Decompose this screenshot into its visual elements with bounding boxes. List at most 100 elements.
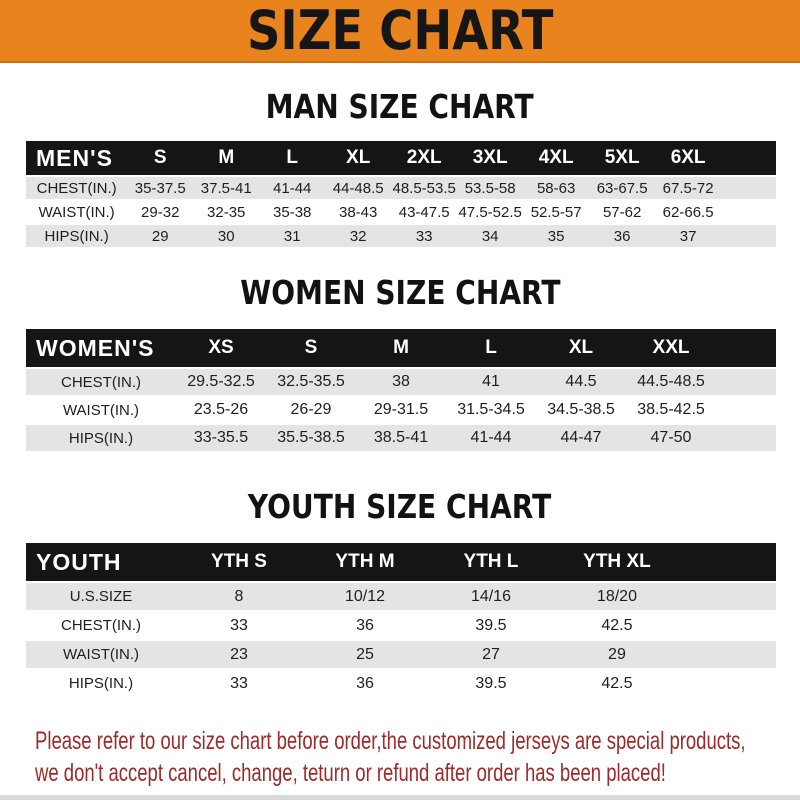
column-header: L xyxy=(446,329,536,367)
cell-value: 33-35.5 xyxy=(193,429,249,446)
table-row: CHEST(IN.) 35-37.5 37.5-41 41-44 44-48.5 48.5… xyxy=(26,177,776,199)
row-filler-cell xyxy=(680,641,776,668)
cell-value: 23 xyxy=(230,645,248,663)
cell-value: 42.5 xyxy=(601,674,633,692)
footer-disclaimer: Please refer to our size chart before or… xyxy=(35,725,800,789)
size-table: WOMEN'S XS S M L XL XXL CHEST(IN.) 29.5-32.5 32.5… xyxy=(26,327,776,453)
cell-value: 35.5-38.5 xyxy=(277,429,345,446)
footer-line-1: Please refer to our size chart before or… xyxy=(35,727,746,755)
column-header: XS xyxy=(176,329,266,367)
size-chart-page: MAN SIZE CHART MEN'S S M L XL 2XL 3XL 4XL 5XL 6XL… xyxy=(0,87,800,789)
cell-value: 36 xyxy=(356,616,374,634)
row-label: WAIST(IN.) xyxy=(62,401,140,419)
table-row: HIPS(IN.) 29 30 31 32 33 34 35 36 37 xyxy=(26,225,776,247)
column-header: 2XL xyxy=(391,141,458,175)
cell-value: 35-37.5 xyxy=(134,179,186,197)
cell-value: 44.5 xyxy=(565,373,597,390)
cell-value: 10/12 xyxy=(344,587,385,605)
cell-value: 29.5-32.5 xyxy=(187,373,255,390)
size-chart-banner: SIZE CHART xyxy=(0,0,800,63)
cell-value: 29-31.5 xyxy=(373,401,429,418)
cell-value: 38 xyxy=(392,373,410,390)
cell-value: 44-48.5 xyxy=(332,179,384,197)
cell-value: 35 xyxy=(547,227,565,245)
cell-value: 58-63 xyxy=(536,179,576,197)
cell-value: 38.5-41 xyxy=(373,429,429,446)
cell-value: 47.5-52.5 xyxy=(458,203,522,221)
cell-value: 18/20 xyxy=(596,587,637,605)
cell-value: 8 xyxy=(234,587,244,605)
table-header-row: MEN'S S M L XL 2XL 3XL 4XL 5XL 6XL xyxy=(26,141,776,175)
table-row: WAIST(IN.) 29-32 32-35 35-38 38-43 43-47.5 47.… xyxy=(26,201,776,223)
cell-value: 30 xyxy=(217,227,235,245)
row-label: CHEST(IN.) xyxy=(61,373,141,391)
header-filler-cell xyxy=(721,141,776,175)
row-filler-cell xyxy=(680,583,776,610)
table-header-label: WOMEN'S xyxy=(26,329,176,367)
cell-value: 31.5-34.5 xyxy=(457,401,525,418)
cell-value: 67.5-72 xyxy=(662,179,714,197)
cell-value: 32 xyxy=(349,227,367,245)
row-label: WAIST(IN.) xyxy=(62,646,140,663)
table-row: CHEST(IN.) 29.5-32.5 32.5-35.5 38 41 44.5 44.5… xyxy=(26,369,776,395)
cell-value: 39.5 xyxy=(475,616,507,634)
header-filler-cell xyxy=(679,543,776,581)
cell-value: 25 xyxy=(356,645,374,663)
cell-value: 29 xyxy=(151,227,169,245)
column-header: S xyxy=(266,329,356,367)
cell-value: 48.5-53.5 xyxy=(392,179,456,197)
section-women: WOMEN SIZE CHART WOMEN'S XS S M L XL XXL CHEST(… xyxy=(0,273,800,453)
cell-value: 33 xyxy=(230,616,248,634)
table-header-row: WOMEN'S XS S M L XL XXL xyxy=(26,329,776,367)
row-filler-cell xyxy=(721,225,776,247)
column-header: 4XL xyxy=(523,141,590,175)
column-header: M xyxy=(193,141,260,175)
cell-value: 42.5 xyxy=(601,616,633,634)
cell-value: 36 xyxy=(613,227,631,245)
section-youth: YOUTH SIZE CHART YOUTH YTH S YTH M YTH L YTH… xyxy=(0,487,800,699)
cell-value: 47-50 xyxy=(650,429,692,446)
row-label: HIPS(IN.) xyxy=(44,227,109,245)
bottom-edge-strip xyxy=(0,795,800,800)
footer-line-2: we don't accept cancel, change, teturn o… xyxy=(35,759,666,787)
column-header: YTH S xyxy=(176,543,302,581)
cell-value: 62-66.5 xyxy=(662,203,714,221)
table-row: WAIST(IN.) 23.5-26 26-29 29-31.5 31.5-34.5 34… xyxy=(26,397,776,423)
women-section-heading-row: WOMEN SIZE CHART xyxy=(0,273,800,313)
women-size-table-host: WOMEN'S XS S M L XL XXL CHEST(IN.) 29.5-32.5 32.5… xyxy=(0,327,800,453)
table-header-row: YOUTH YTH S YTH M YTH L YTH XL xyxy=(26,543,776,581)
cell-value: 63-67.5 xyxy=(596,179,648,197)
table-row: U.S.SIZE 8 10/12 14/16 18/20 xyxy=(26,583,776,610)
cell-value: 34 xyxy=(481,227,499,245)
cell-value: 44-47 xyxy=(560,429,602,446)
table-row: WAIST(IN.) 23 25 27 29 xyxy=(26,641,776,668)
cell-value: 29 xyxy=(608,645,626,663)
cell-value: 38-43 xyxy=(339,203,378,221)
column-header: YTH XL xyxy=(553,543,680,581)
cell-value: 33 xyxy=(230,674,248,692)
cell-value: 41 xyxy=(482,373,500,390)
cell-value: 14/16 xyxy=(470,587,511,605)
men-size-table-host: MEN'S S M L XL 2XL 3XL 4XL 5XL 6XL CHEST(IN.) 35-37… xyxy=(0,139,800,249)
column-header: 6XL xyxy=(655,141,722,175)
cell-value: 37 xyxy=(679,227,697,245)
column-header: YTH M xyxy=(301,543,428,581)
youth-size-table-host: YOUTH YTH S YTH M YTH L YTH XL U.S.SIZE 8 10/12… xyxy=(0,541,800,699)
section-heading: WOMEN SIZE CHART xyxy=(239,273,561,312)
cell-value: 43-47.5 xyxy=(398,203,450,221)
cell-value: 44.5-48.5 xyxy=(637,373,705,390)
youth-section-heading-row: YOUTH SIZE CHART xyxy=(0,487,800,527)
cell-value: 29-32 xyxy=(141,203,180,221)
row-filler-cell xyxy=(716,369,776,395)
cell-value: 38.5-42.5 xyxy=(637,401,705,418)
row-label: HIPS(IN.) xyxy=(68,675,134,692)
cell-value: 26-29 xyxy=(290,401,332,418)
cell-value: 32-35 xyxy=(207,203,246,221)
column-header: XL xyxy=(536,329,626,367)
cell-value: 41-44 xyxy=(273,179,312,197)
cell-value: 35-38 xyxy=(273,203,312,221)
men-section-heading-row: MAN SIZE CHART xyxy=(0,87,800,127)
table-row: HIPS(IN.) 33-35.5 35.5-38.5 38.5-41 41-44 44-… xyxy=(26,425,776,451)
row-label: CHEST(IN.) xyxy=(61,617,141,634)
cell-value: 23.5-26 xyxy=(193,401,249,418)
